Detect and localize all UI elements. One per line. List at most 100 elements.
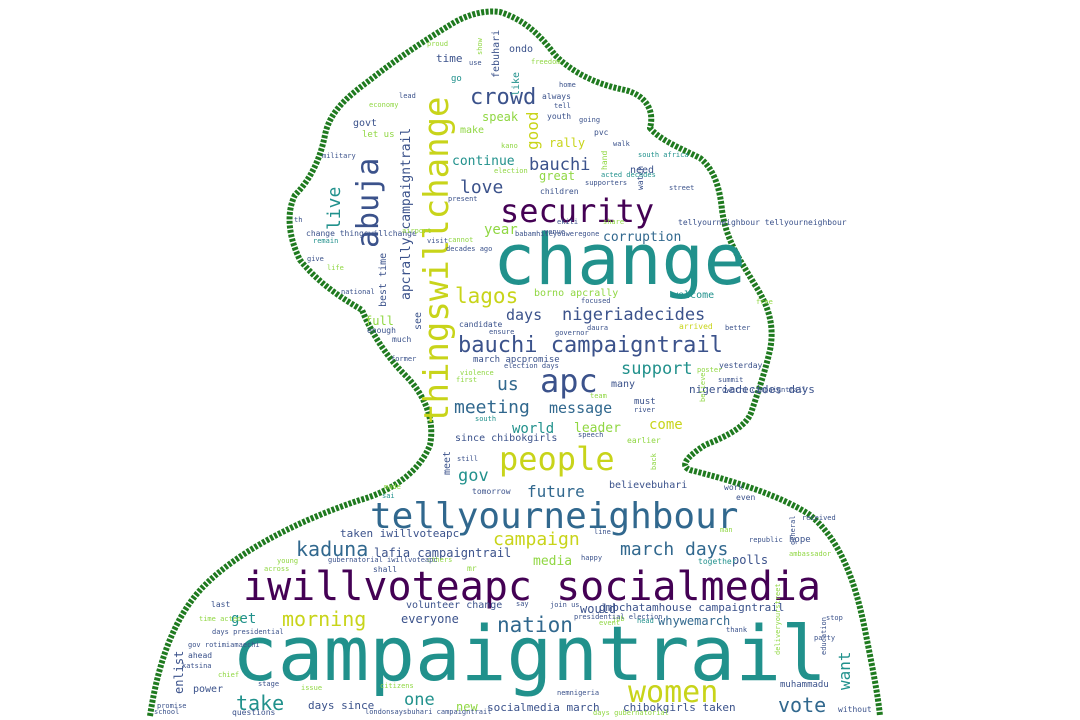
- cloud-word: made: [384, 483, 401, 491]
- cloud-word: decades ago: [446, 245, 492, 253]
- cloud-word: best time: [378, 253, 389, 307]
- cloud-word: nigeriadecides days: [689, 383, 815, 396]
- cloud-word: focused: [581, 297, 611, 305]
- cloud-word: stop: [826, 614, 843, 622]
- cloud-word: freedom: [531, 58, 561, 66]
- cloud-word: power: [193, 684, 223, 695]
- cloud-word: free: [756, 298, 773, 306]
- cloud-word: governor: [555, 329, 589, 337]
- cloud-word: live: [324, 187, 345, 230]
- cloud-word: work: [724, 483, 743, 492]
- cloud-word: promise: [157, 702, 187, 710]
- cloud-word: school: [154, 708, 179, 716]
- cloud-word: general: [789, 515, 797, 545]
- cloud-word: ambassador: [789, 550, 831, 558]
- cloud-word: morning: [282, 607, 366, 631]
- cloud-word: kaduna: [296, 537, 368, 561]
- cloud-word: let us: [362, 130, 395, 140]
- cloud-word: future: [527, 482, 585, 501]
- cloud-word: young: [277, 557, 298, 565]
- cloud-word: gubernatorial iwillvoteapc: [328, 556, 438, 564]
- cloud-word: gmbchatamhouse campaigntrail: [599, 601, 784, 614]
- cloud-word: sai: [382, 492, 395, 500]
- cloud-word: citizens: [380, 682, 414, 690]
- cloud-word: change thingswillchange: [306, 229, 417, 238]
- cloud-word: speech: [578, 431, 603, 439]
- cloud-word: since chibokgirls: [455, 433, 557, 444]
- cloud-word: meet: [442, 451, 453, 475]
- cloud-word: corruption: [603, 230, 681, 245]
- cloud-word: questions: [232, 708, 276, 717]
- cloud-word: campaigntrail: [232, 609, 827, 698]
- cloud-word: bauchi campaigntrail: [458, 333, 723, 358]
- cloud-word: come: [649, 417, 683, 433]
- cloud-word: election days: [504, 362, 559, 370]
- cloud-word: venue: [544, 228, 565, 236]
- cloud-word: need: [630, 165, 654, 176]
- cloud-word: lead: [399, 92, 416, 100]
- cloud-word: acted decades: [601, 171, 656, 179]
- cloud-word: enlist: [172, 651, 186, 694]
- cloud-word: make: [460, 125, 484, 136]
- cloud-word: watch: [636, 166, 645, 190]
- cloud-word: tellyourneighbour: [370, 496, 738, 537]
- cloud-word: days: [506, 306, 542, 324]
- cloud-word: presidential election: [574, 613, 663, 621]
- cloud-word: event: [599, 619, 620, 627]
- cloud-word: violence: [460, 369, 494, 377]
- cloud-word: children: [540, 187, 579, 196]
- cloud-word: volunteer change: [406, 600, 502, 611]
- cloud-word: earlier: [627, 436, 661, 445]
- cloud-word: time: [436, 52, 463, 65]
- cloud-word: ekiti: [557, 218, 578, 226]
- cloud-word: life: [327, 264, 344, 272]
- cloud-word: thank: [726, 626, 748, 634]
- cloud-word: even: [736, 493, 755, 502]
- cloud-word: job: [612, 615, 625, 623]
- cloud-word: happy: [581, 554, 602, 562]
- cloud-word: change: [493, 219, 746, 301]
- cloud-word: welcome: [672, 290, 714, 301]
- cloud-word: nation: [497, 613, 573, 637]
- cloud-word: see: [413, 312, 424, 330]
- cloud-word: whywemarch: [658, 614, 730, 628]
- cloud-word: ahead: [188, 651, 212, 660]
- cloud-word: hand: [600, 151, 609, 170]
- cloud-word: campaign: [493, 529, 580, 550]
- cloud-word: go: [451, 74, 462, 84]
- cloud-word: lafia campaigntrail: [374, 546, 511, 560]
- cloud-word: one: [404, 690, 435, 710]
- cloud-word: days presidential: [212, 628, 284, 636]
- cloud-word: arrived: [679, 322, 713, 331]
- cloud-word: issue: [301, 684, 322, 692]
- person-silhouette-outline: [147, 8, 883, 717]
- cloud-word: cannot: [448, 236, 473, 244]
- cloud-word: thingswillchange: [417, 96, 457, 424]
- cloud-word: team: [590, 392, 607, 400]
- cloud-word: party: [814, 634, 835, 642]
- cloud-word: gov: [458, 466, 489, 486]
- cloud-word: first: [456, 376, 477, 384]
- cloud-word: many: [611, 379, 635, 390]
- cloud-word: airport: [402, 227, 432, 235]
- words-layer: campaigntrail change iwillvoteapc socialme…: [154, 30, 872, 717]
- cloud-word: owerri campaigntrail: [722, 386, 806, 394]
- cloud-word: th: [294, 216, 302, 224]
- cloud-word: leader: [574, 421, 621, 436]
- cloud-word: street: [669, 184, 694, 192]
- cloud-word: south africa: [638, 151, 689, 159]
- cloud-word: deliveryourstreet: [774, 583, 782, 655]
- cloud-word: tell: [554, 102, 571, 110]
- cloud-word: youth: [547, 112, 571, 121]
- cloud-word: abuja: [351, 158, 386, 248]
- cloud-word: apc: [540, 362, 598, 400]
- cloud-word: hope: [789, 535, 811, 545]
- cloud-word: republic: [749, 536, 783, 544]
- cloud-word: polls: [732, 553, 768, 567]
- cloud-word: river: [634, 406, 655, 414]
- cloud-word: bauchi: [529, 155, 590, 175]
- cloud-word: believe: [699, 372, 707, 402]
- cloud-word: enough: [367, 326, 396, 335]
- cloud-word: meeting: [454, 397, 530, 418]
